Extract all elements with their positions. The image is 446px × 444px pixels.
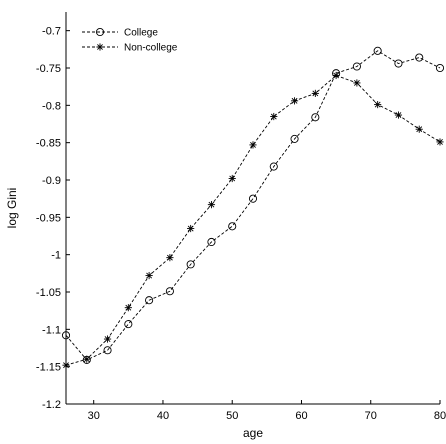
data-point — [83, 355, 91, 363]
y-tick-label: -0.85 — [36, 138, 61, 150]
data-point — [415, 53, 424, 62]
y-tick-label: -0.95 — [36, 212, 61, 224]
y-tick-label: -1 — [51, 250, 61, 262]
data-point — [186, 260, 195, 269]
data-point — [103, 346, 112, 355]
legend-label: College — [124, 28, 158, 39]
asterisk-stroke — [270, 113, 277, 120]
data-point — [311, 113, 320, 122]
data-point — [394, 59, 403, 68]
x-tick-label: 30 — [88, 410, 100, 422]
x-tick-label: 40 — [157, 410, 169, 422]
data-point — [352, 62, 361, 71]
legend-marker — [95, 27, 105, 37]
y-tick-label: -1.1 — [42, 324, 61, 336]
asterisk-stroke — [187, 225, 194, 232]
data-point — [207, 237, 216, 247]
data-point — [228, 222, 237, 231]
data-point — [311, 89, 319, 97]
data-point — [290, 134, 299, 143]
asterisk-stroke — [395, 112, 402, 118]
x-axis-label: age — [243, 426, 263, 440]
legend-label: Non-college — [124, 43, 178, 54]
y-tick-label: -1.05 — [36, 287, 61, 299]
data-point — [394, 111, 403, 119]
data-point — [124, 320, 133, 329]
asterisk-stroke — [353, 80, 360, 86]
data-point — [103, 335, 112, 343]
asterisk-stroke — [104, 336, 111, 342]
data-point — [270, 112, 278, 121]
legend-entry: Non-college — [82, 43, 178, 54]
y-tick-label: -0.75 — [36, 63, 61, 75]
legend-marker — [96, 43, 104, 51]
y-tick-label: -1.2 — [42, 399, 61, 411]
data-point — [187, 224, 195, 233]
series-line — [65, 50, 441, 361]
series-line — [65, 74, 441, 366]
data-point — [374, 100, 382, 109]
y-tick-label: -0.8 — [42, 100, 61, 112]
asterisk-stroke — [312, 90, 319, 97]
data-point — [415, 125, 423, 133]
data-point — [353, 79, 361, 87]
data-point — [228, 174, 236, 183]
y-tick-label: -0.7 — [42, 26, 61, 38]
asterisk-stroke — [229, 175, 236, 182]
y-tick-label: -0.9 — [42, 175, 61, 187]
data-point — [165, 287, 174, 296]
data-point — [248, 194, 258, 203]
asterisk-stroke — [146, 272, 153, 279]
data-point — [207, 201, 216, 209]
data-point — [436, 138, 444, 146]
asterisk-stroke — [208, 201, 215, 208]
data-point — [124, 304, 132, 312]
asterisk-stroke — [416, 126, 423, 133]
asterisk-stroke — [250, 141, 256, 148]
axes-layer: 30 40 50 60 70 80 -0.7 -0.75 -0.8 -0.85 -0.9 -0.95 -… — [36, 12, 446, 422]
legend-entry: College — [82, 28, 158, 39]
asterisk-stroke — [97, 44, 103, 50]
x-tick-label: 80 — [434, 410, 446, 422]
series-college — [61, 46, 445, 364]
legend: College Non-college — [82, 28, 178, 54]
data-point — [332, 71, 340, 80]
y-tick-label: -1.15 — [36, 362, 61, 374]
data-point — [166, 254, 174, 262]
asterisk-stroke — [125, 304, 132, 311]
data-point — [373, 46, 382, 55]
series-layer — [61, 46, 445, 369]
asterisk-stroke — [83, 356, 90, 363]
data-point — [269, 162, 278, 171]
asterisk-stroke — [333, 72, 340, 79]
x-tick-label: 60 — [295, 410, 307, 422]
asterisk-stroke — [374, 101, 381, 108]
data-point — [435, 63, 445, 73]
data-point — [290, 97, 299, 105]
y-axis-label: log Gini — [5, 188, 19, 229]
data-point — [145, 296, 154, 305]
x-tick-label: 50 — [226, 410, 238, 422]
x-tick-label: 70 — [365, 410, 377, 422]
data-point — [249, 141, 257, 149]
series-non-college — [62, 71, 444, 369]
asterisk-stroke — [166, 254, 173, 261]
data-point — [145, 271, 153, 280]
asterisk-stroke — [437, 139, 443, 145]
asterisk-stroke — [291, 97, 298, 104]
